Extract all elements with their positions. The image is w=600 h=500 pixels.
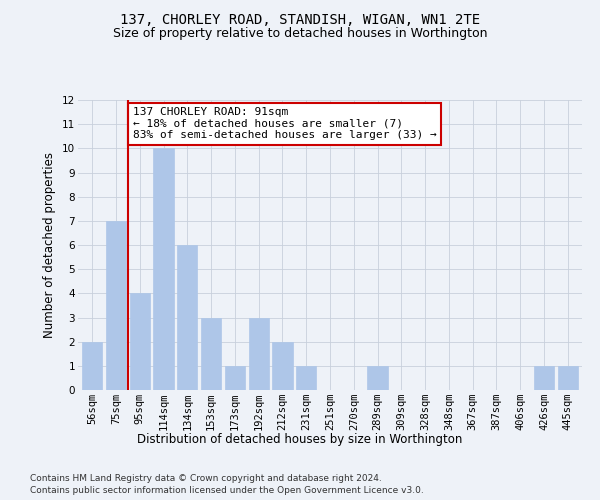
Bar [225,366,245,390]
Bar [82,342,103,390]
Text: 137 CHORLEY ROAD: 91sqm
← 18% of detached houses are smaller (7)
83% of semi-det: 137 CHORLEY ROAD: 91sqm ← 18% of detache… [133,108,436,140]
Text: Contains HM Land Registry data © Crown copyright and database right 2024.: Contains HM Land Registry data © Crown c… [30,474,382,483]
Bar [296,366,316,390]
Bar [154,148,173,390]
Bar [130,294,150,390]
Bar [106,221,126,390]
Bar [557,366,578,390]
Text: Contains public sector information licensed under the Open Government Licence v3: Contains public sector information licen… [30,486,424,495]
Text: Size of property relative to detached houses in Worthington: Size of property relative to detached ho… [113,28,487,40]
Bar [177,245,197,390]
Bar [272,342,293,390]
Bar [367,366,388,390]
Bar [201,318,221,390]
Bar [248,318,269,390]
Y-axis label: Number of detached properties: Number of detached properties [43,152,56,338]
Text: 137, CHORLEY ROAD, STANDISH, WIGAN, WN1 2TE: 137, CHORLEY ROAD, STANDISH, WIGAN, WN1 … [120,12,480,26]
Text: Distribution of detached houses by size in Worthington: Distribution of detached houses by size … [137,432,463,446]
Bar [534,366,554,390]
